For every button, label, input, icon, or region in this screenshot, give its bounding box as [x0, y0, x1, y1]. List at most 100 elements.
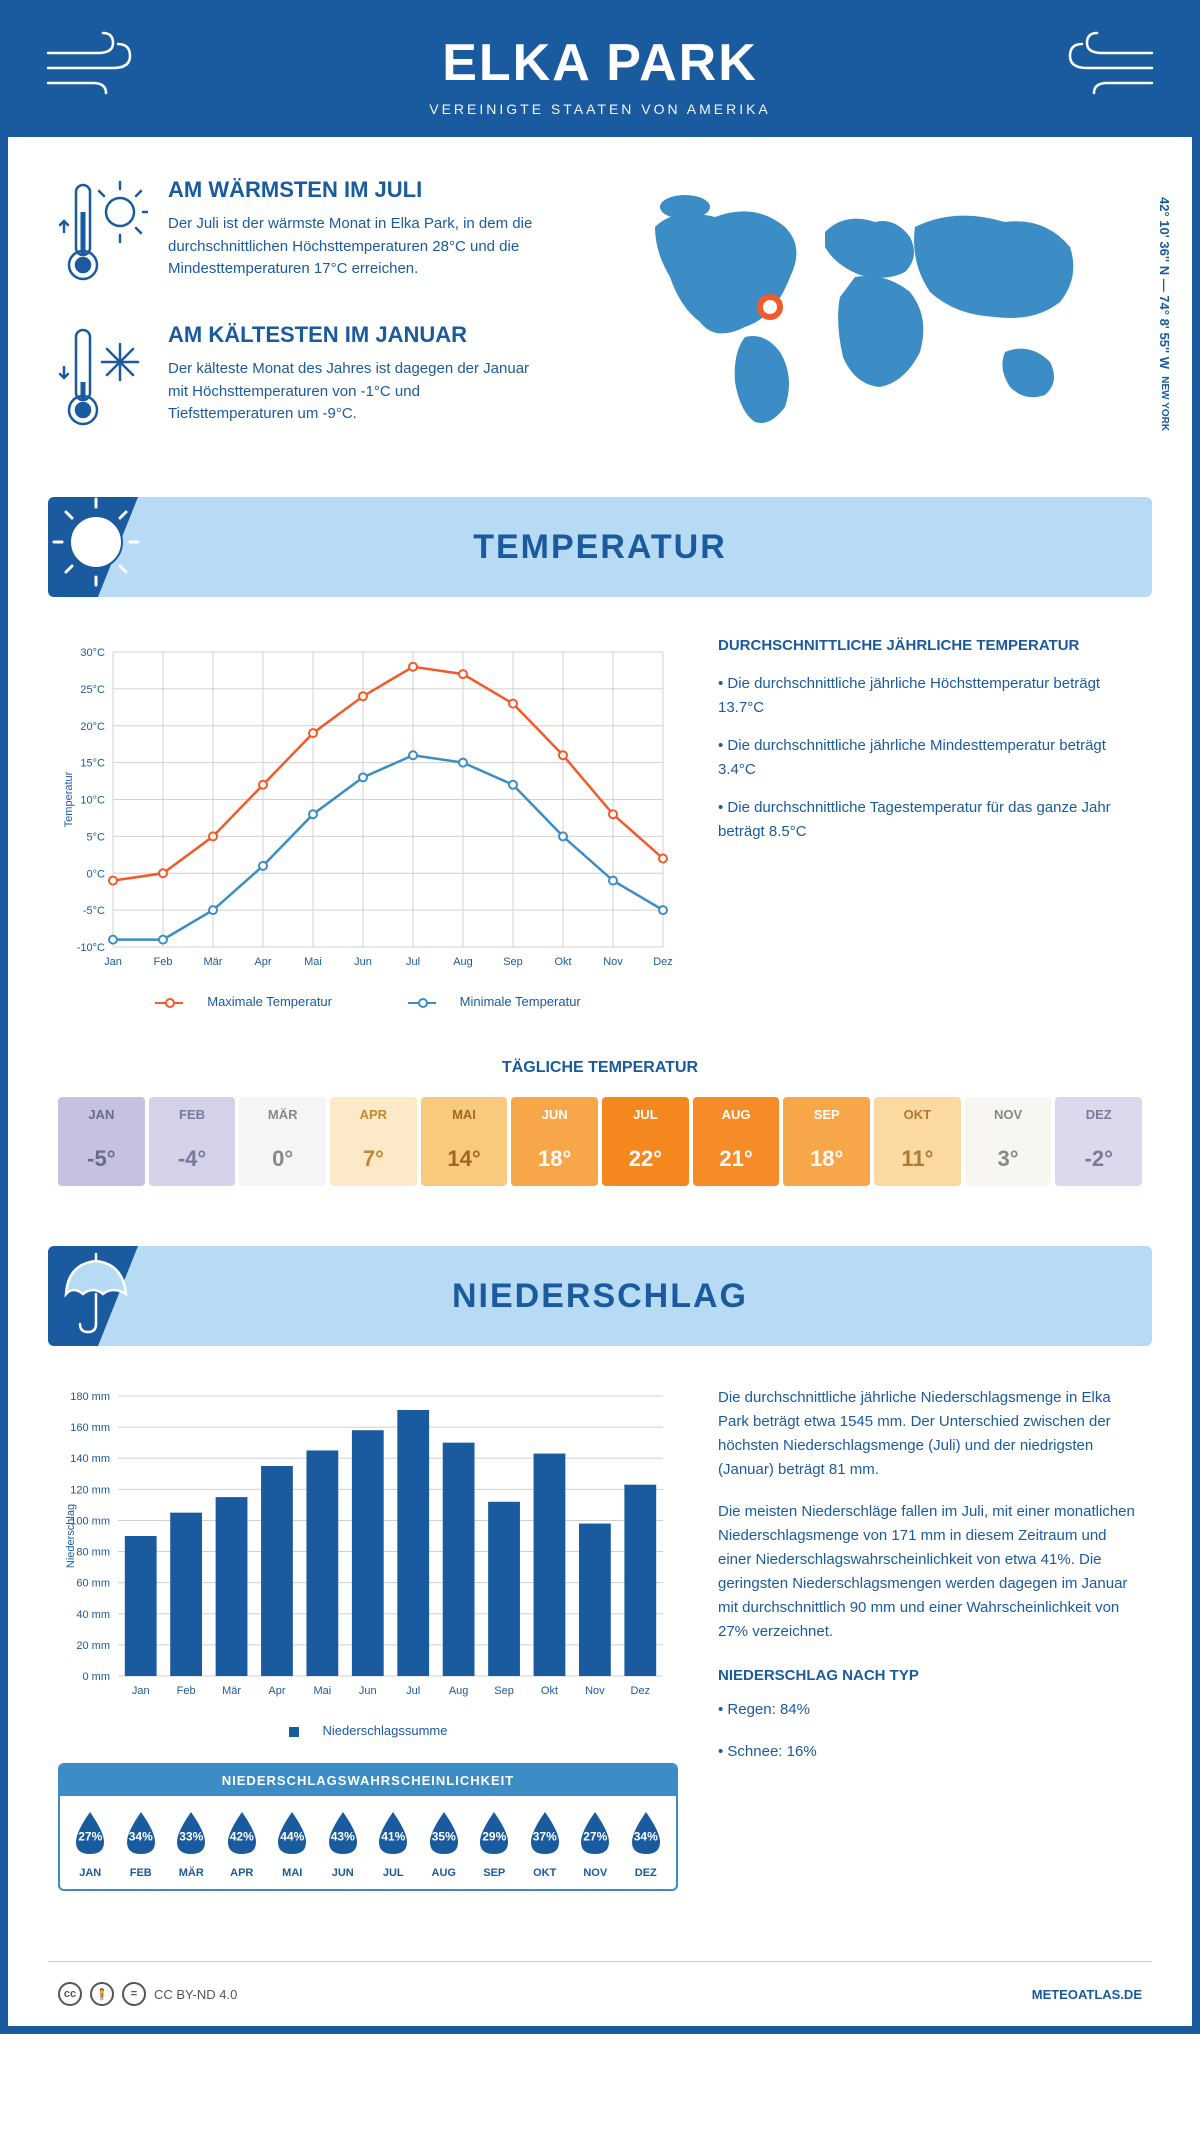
svg-text:Jul: Jul: [406, 1685, 420, 1697]
temp-bullet-2: • Die durchschnittliche Tagestemperatur …: [718, 796, 1142, 844]
svg-text:Sep: Sep: [494, 1685, 514, 1697]
svg-text:20°C: 20°C: [80, 721, 105, 733]
page-subtitle: VEREINIGTE STAATEN VON AMERIKA: [28, 101, 1172, 117]
svg-text:Nov: Nov: [603, 956, 623, 968]
thermometer-cold-icon: [58, 322, 148, 437]
svg-text:0 mm: 0 mm: [83, 1671, 111, 1683]
intro-right: 42° 10' 36'' N — 74° 8' 55'' W NEW YORK: [615, 177, 1142, 467]
svg-text:Niederschlag: Niederschlag: [65, 1504, 77, 1568]
temp-cell: FEB-4°: [149, 1097, 236, 1186]
drop-icon: 43%: [319, 1808, 368, 1861]
drop-icon: 42%: [218, 1808, 267, 1861]
svg-text:Jun: Jun: [359, 1685, 377, 1697]
svg-text:160 mm: 160 mm: [70, 1422, 110, 1434]
temp-cell: MAI14°: [421, 1097, 508, 1186]
temp-text: DURCHSCHNITTLICHE JÄHRLICHE TEMPERATUR •…: [718, 637, 1142, 1009]
temp-cell: JUL22°: [602, 1097, 689, 1186]
precip-section-title: NIEDERSCHLAG: [452, 1277, 748, 1316]
svg-text:Apr: Apr: [268, 1685, 285, 1697]
drop-icon: 41%: [369, 1808, 418, 1861]
svg-text:180 mm: 180 mm: [70, 1391, 110, 1403]
thermometer-hot-icon: [58, 177, 148, 292]
license: cc 🧍 = CC BY-ND 4.0: [58, 1982, 237, 2006]
temp-cell: DEZ-2°: [1055, 1097, 1142, 1186]
by-icon: 🧍: [90, 1982, 114, 2006]
svg-text:-10°C: -10°C: [77, 942, 105, 954]
page: ELKA PARK VEREINIGTE STAATEN VON AMERIKA…: [0, 0, 1200, 2034]
svg-text:Aug: Aug: [453, 956, 473, 968]
prob-cell: 37%OKT: [521, 1808, 570, 1879]
warmest-text: Der Juli ist der wärmste Monat in Elka P…: [168, 213, 548, 281]
coordinates: 42° 10' 36'' N — 74° 8' 55'' W NEW YORK: [1157, 197, 1172, 431]
temp-cell: NOV3°: [965, 1097, 1052, 1186]
svg-text:Sep: Sep: [503, 956, 523, 968]
temp-line-chart: -10°C-5°C0°C5°C10°C15°C20°C25°C30°CJanFe…: [58, 637, 678, 1009]
svg-text:80 mm: 80 mm: [76, 1547, 110, 1559]
prob-cell: 27%JAN: [66, 1808, 115, 1879]
precip-left: 0 mm20 mm40 mm60 mm80 mm100 mm120 mm140 …: [58, 1386, 678, 1891]
precip-p1: Die durchschnittliche jährliche Niedersc…: [718, 1386, 1142, 1482]
drop-icon: 27%: [66, 1808, 115, 1861]
license-text: CC BY-ND 4.0: [154, 1987, 237, 2002]
svg-text:Dez: Dez: [653, 956, 673, 968]
prob-cell: 44%MAI: [268, 1808, 317, 1879]
precip-type-0: • Regen: 84%: [718, 1698, 1142, 1722]
svg-text:Jan: Jan: [132, 1685, 150, 1697]
svg-text:Jul: Jul: [406, 956, 420, 968]
prob-cell: 35%AUG: [420, 1808, 469, 1879]
svg-text:Aug: Aug: [449, 1685, 469, 1697]
temp-section-bar: TEMPERATUR: [48, 497, 1152, 597]
site-name: METEOATLAS.DE: [1032, 1987, 1142, 2002]
svg-text:Mai: Mai: [314, 1685, 332, 1697]
svg-text:60 mm: 60 mm: [76, 1578, 110, 1590]
page-title: ELKA PARK: [28, 33, 1172, 93]
svg-text:15°C: 15°C: [80, 758, 105, 770]
coldest-block: AM KÄLTESTEN IM JANUAR Der kälteste Mona…: [58, 322, 585, 437]
precip-type-1: • Schnee: 16%: [718, 1740, 1142, 1764]
drop-icon: 35%: [420, 1808, 469, 1861]
svg-text:Temperatur: Temperatur: [63, 771, 75, 827]
svg-text:Feb: Feb: [177, 1685, 196, 1697]
temp-bullet-1: • Die durchschnittliche jährliche Mindes…: [718, 734, 1142, 782]
prob-cell: 34%DEZ: [622, 1808, 671, 1879]
temp-legend: .dash[style*='f15a29']::after{border-col…: [58, 994, 678, 1009]
prob-cell: 27%NOV: [571, 1808, 620, 1879]
svg-text:20 mm: 20 mm: [76, 1640, 110, 1652]
svg-text:10°C: 10°C: [80, 795, 105, 807]
cc-icon: cc: [58, 1982, 82, 2006]
svg-text:Jan: Jan: [104, 956, 122, 968]
drop-icon: 34%: [622, 1808, 671, 1861]
drop-icon: 27%: [571, 1808, 620, 1861]
prob-cell: 34%FEB: [117, 1808, 166, 1879]
warmest-title: AM WÄRMSTEN IM JULI: [168, 177, 548, 203]
svg-text:Nov: Nov: [585, 1685, 605, 1697]
nd-icon: =: [122, 1982, 146, 2006]
svg-text:Okt: Okt: [541, 1685, 558, 1697]
svg-text:5°C: 5°C: [87, 831, 106, 843]
temp-cell: JUN18°: [511, 1097, 598, 1186]
probability-box: NIEDERSCHLAGSWAHRSCHEINLICHKEIT 27%JAN34…: [58, 1763, 678, 1891]
map-marker-icon: [760, 297, 780, 317]
sun-icon: [48, 497, 168, 597]
warmest-block: AM WÄRMSTEN IM JULI Der Juli ist der wär…: [58, 177, 585, 292]
svg-text:Mai: Mai: [304, 956, 322, 968]
svg-text:Jun: Jun: [354, 956, 372, 968]
svg-text:Mär: Mär: [204, 956, 223, 968]
svg-text:Feb: Feb: [154, 956, 173, 968]
wind-icon-right: [1052, 28, 1162, 103]
temp-cell: AUG21°: [693, 1097, 780, 1186]
prob-cell: 33%MÄR: [167, 1808, 216, 1879]
probability-title: NIEDERSCHLAGSWAHRSCHEINLICHKEIT: [60, 1765, 676, 1796]
svg-text:140 mm: 140 mm: [70, 1453, 110, 1465]
prob-cell: 43%JUN: [319, 1808, 368, 1879]
temp-text-heading: DURCHSCHNITTLICHE JÄHRLICHE TEMPERATUR: [718, 637, 1142, 654]
svg-text:25°C: 25°C: [80, 684, 105, 696]
prob-cell: 29%SEP: [470, 1808, 519, 1879]
drop-icon: 34%: [117, 1808, 166, 1861]
prob-cell: 42%APR: [218, 1808, 267, 1879]
temp-cell: JAN-5°: [58, 1097, 145, 1186]
precip-section-bar: NIEDERSCHLAG: [48, 1246, 1152, 1346]
precip-p2: Die meisten Niederschläge fallen im Juli…: [718, 1500, 1142, 1644]
svg-text:40 mm: 40 mm: [76, 1609, 110, 1621]
wind-icon-left: [38, 28, 148, 103]
